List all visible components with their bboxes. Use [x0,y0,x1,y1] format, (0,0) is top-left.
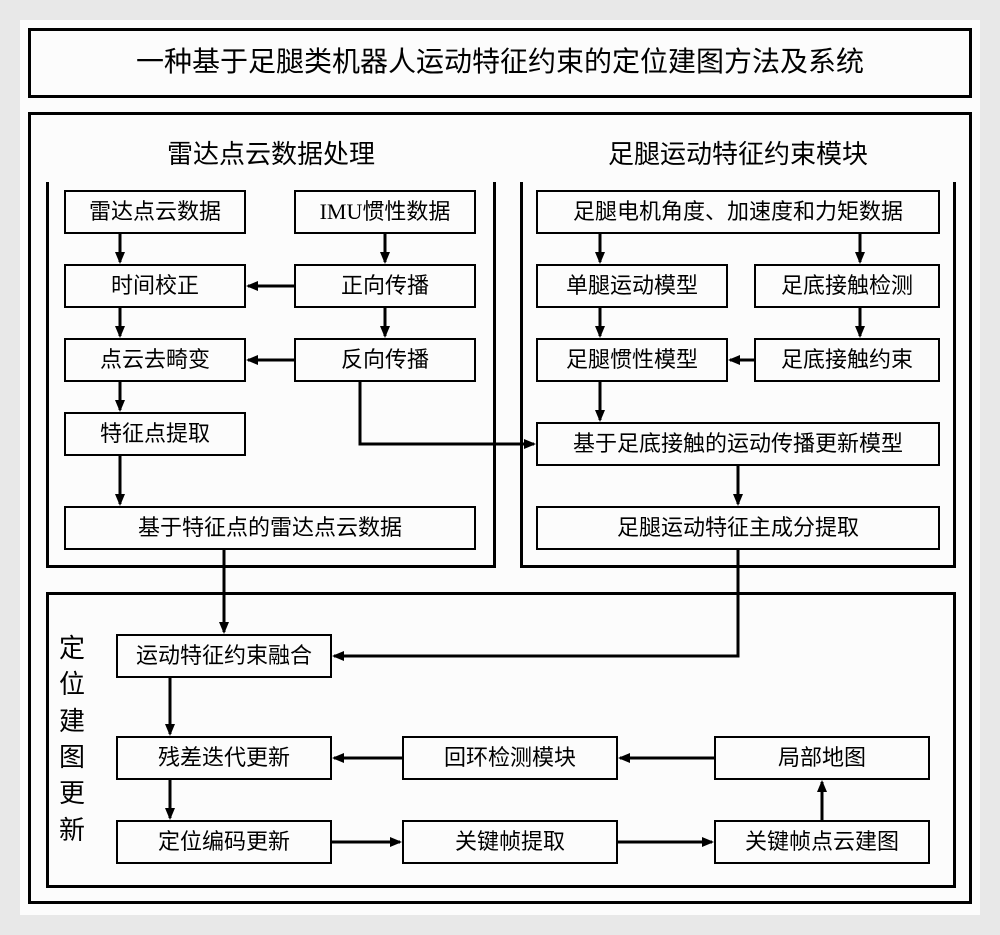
title-text: 一种基于足腿类机器人运动特征约束的定位建图方法及系统 [136,47,864,79]
update-panel-title-c2: 建 [59,704,85,740]
node-radar-feat: 基于特征点的雷达点云数据 [64,506,476,550]
node-single-leg: 单腿运动模型 [536,264,728,308]
leg-panel-title-text: 足腿运动特征约束模块 [608,140,868,170]
update-panel-title-c3: 图 [59,740,85,776]
node-leg-inertia: 足腿惯性模型 [536,338,728,382]
title-frame: 一种基于足腿类机器人运动特征约束的定位建图方法及系统 [28,28,972,98]
radar-panel-title-text: 雷达点云数据处理 [167,140,375,170]
node-fusion: 运动特征约束融合 [116,634,332,678]
node-residual: 残差迭代更新 [116,736,332,780]
node-keyframe: 关键帧提取 [402,820,618,864]
radar-panel-title: 雷达点云数据处理 [46,128,496,182]
node-radar-data: 雷达点云数据 [64,190,246,234]
node-foot-detect: 足底接触检测 [754,264,940,308]
node-foot-constr: 足底接触约束 [754,338,940,382]
node-leg-motor: 足腿电机角度、加速度和力矩数据 [536,190,940,234]
node-feat-extract: 特征点提取 [64,412,246,456]
node-loop-detect: 回环检测模块 [402,736,618,780]
node-time-corr: 时间校正 [64,264,246,308]
node-fwd-prop: 正向传播 [294,264,476,308]
node-local-map: 局部地图 [714,736,930,780]
update-panel-title-c5: 新 [59,813,85,849]
node-imu-data: IMU惯性数据 [294,190,476,234]
node-contact-model: 基于足底接触的运动传播更新模型 [536,422,940,466]
node-dedistort: 点云去畸变 [64,338,246,382]
node-bwd-prop: 反向传播 [294,338,476,382]
node-kf-cloud-map: 关键帧点云建图 [714,820,930,864]
node-leg-pca: 足腿运动特征主成分提取 [536,506,940,550]
node-pose-update: 定位编码更新 [116,820,332,864]
update-panel-title-c0: 定 [59,631,85,667]
update-panel-title-c4: 更 [59,776,85,812]
update-panel-title: 定 位 建 图 更 新 [52,600,92,880]
update-panel-title-c1: 位 [59,667,85,703]
leg-panel-title: 足腿运动特征约束模块 [520,128,956,182]
